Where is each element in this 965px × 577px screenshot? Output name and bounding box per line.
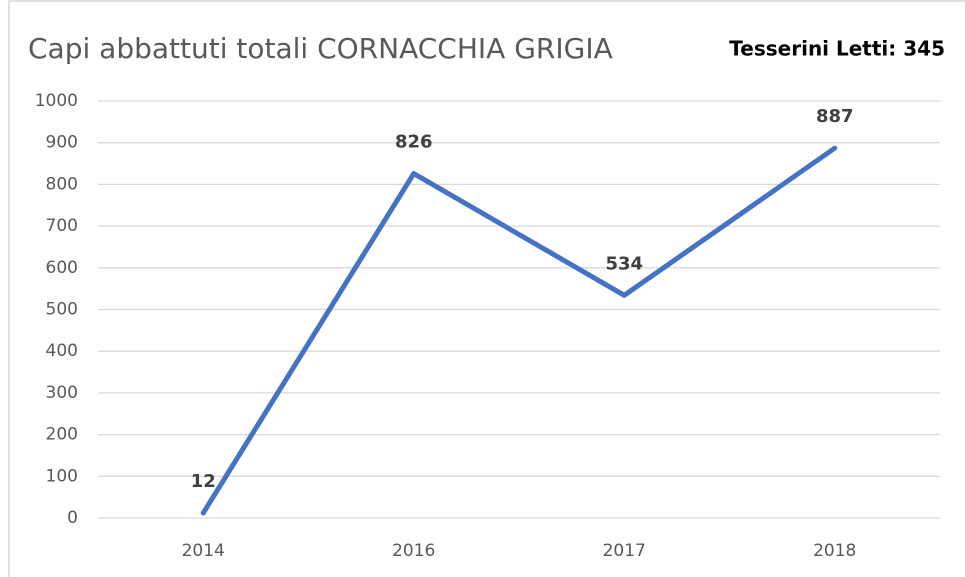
- y-tick-label: 200: [46, 425, 78, 445]
- data-label: 826: [395, 132, 433, 153]
- x-tick-label: 2017: [603, 541, 646, 561]
- line-series: [200, 145, 838, 516]
- data-label: 12: [191, 471, 216, 492]
- chart-border: [8, 0, 965, 577]
- x-tick-label: 2018: [813, 541, 856, 561]
- data-label: 534: [605, 253, 643, 274]
- y-tick-label: 1000: [35, 91, 78, 111]
- y-tick-label: 800: [46, 174, 78, 194]
- y-tick-label: 400: [46, 341, 78, 361]
- chart-title: Capi abbattuti totali CORNACCHIA GRIGIA: [28, 32, 613, 65]
- x-tick-label: 2014: [182, 541, 225, 561]
- y-tick-label: 700: [46, 216, 78, 236]
- y-tick-label: 900: [46, 133, 78, 153]
- y-tick-label: 0: [67, 508, 78, 528]
- y-tick-label: 500: [46, 300, 78, 320]
- y-tick-label: 600: [46, 258, 78, 278]
- data-label: 887: [816, 106, 854, 127]
- y-tick-label: 300: [46, 383, 78, 403]
- x-tick-label: 2016: [392, 541, 435, 561]
- y-tick-label: 100: [46, 466, 78, 486]
- annotation: Tesserini Letti: 345: [729, 37, 945, 61]
